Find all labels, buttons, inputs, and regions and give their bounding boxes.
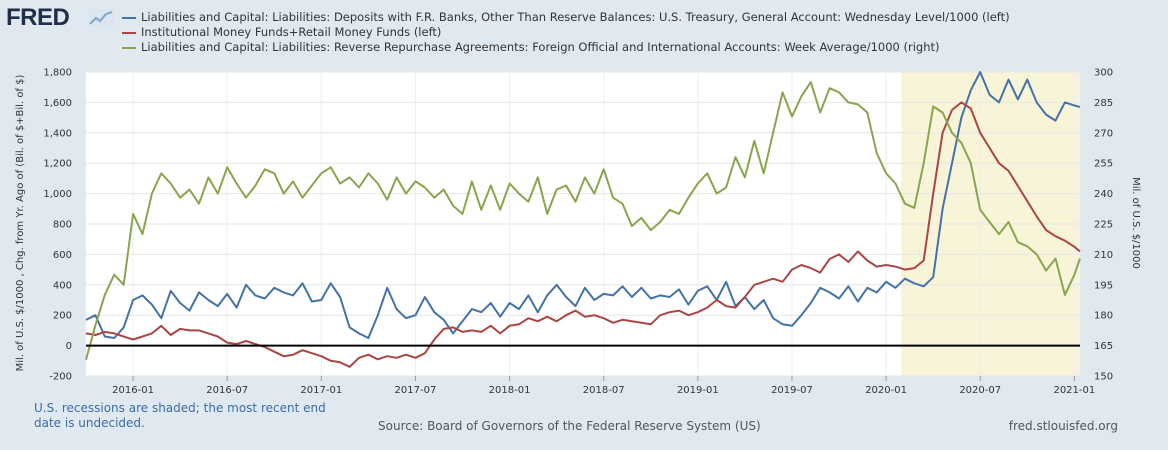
y-left-tick-label: 800 [53, 220, 72, 231]
series-line-1[interactable] [85, 101, 1081, 368]
y-left-tick-label: 400 [53, 280, 72, 291]
y-left-tick-label: 1,400 [43, 128, 72, 139]
legend-label-treasury: Liabilities and Capital: Liabilities: De… [141, 10, 1010, 24]
y-right-tick-label: 255 [1094, 159, 1113, 170]
legend-item-reverse-repo[interactable]: Liabilities and Capital: Liabilities: Re… [122, 40, 1010, 55]
x-tick-label: 2016-01 [112, 385, 154, 396]
series-line-2[interactable] [85, 81, 1081, 361]
x-tick-label: 2017-01 [300, 385, 342, 396]
y-right-tick-label: 285 [1094, 98, 1113, 109]
legend-label-reverse-repo: Liabilities and Capital: Liabilities: Re… [141, 40, 940, 54]
y-left-tick-label: 1,000 [43, 189, 72, 200]
fred-logo-chart-icon [88, 9, 114, 27]
y-right-tick-label: 225 [1094, 220, 1113, 231]
x-tick-label: 2019-01 [677, 385, 719, 396]
site-link[interactable]: fred.stlouisfed.org [1008, 419, 1118, 433]
x-tick-label: 2016-07 [206, 385, 248, 396]
y-right-tick-label: 240 [1094, 189, 1113, 200]
y-left-tick-label: 0 [66, 341, 72, 352]
x-tick-label: 2018-07 [583, 385, 625, 396]
x-tick-label: 2020-01 [865, 385, 907, 396]
y-left-tick-label: -200 [49, 372, 72, 383]
series-line-0[interactable] [85, 71, 1081, 339]
y-left-tick-label: 600 [53, 250, 72, 261]
legend-item-money-funds[interactable]: Institutional Money Funds+Retail Money F… [122, 25, 1010, 40]
y-axis-left-title: Mil. of U.S. $/1000 , Chg. from Yr. Ago … [15, 75, 26, 372]
source-text: Source: Board of Governors of the Federa… [378, 419, 761, 433]
legend-swatch-money-funds [122, 31, 136, 34]
x-tick-label: 2017-07 [395, 385, 437, 396]
y-right-tick-label: 150 [1094, 372, 1113, 383]
x-tick-label: 2018-01 [489, 385, 531, 396]
fred-logo[interactable]: FRED [6, 4, 70, 31]
y-right-tick-label: 195 [1094, 280, 1113, 291]
chart-legend: Liabilities and Capital: Liabilities: De… [122, 10, 1010, 55]
legend-item-treasury[interactable]: Liabilities and Capital: Liabilities: De… [122, 10, 1010, 25]
x-tick-label: 2020-07 [959, 385, 1001, 396]
y-right-tick-label: 180 [1094, 311, 1113, 322]
y-right-tick-label: 300 [1094, 68, 1113, 79]
y-right-tick-label: 210 [1094, 250, 1113, 261]
y-left-tick-label: 1,800 [43, 68, 72, 79]
y-axis-right-title: Mil. of U.S. $/1000 [1130, 177, 1141, 269]
y-right-tick-label: 270 [1094, 128, 1113, 139]
legend-swatch-reverse-repo [122, 46, 136, 49]
x-tick-label: 2021-01 [1053, 385, 1095, 396]
y-right-tick-label: 165 [1094, 341, 1113, 352]
y-left-tick-label: 200 [53, 311, 72, 322]
legend-label-money-funds: Institutional Money Funds+Retail Money F… [141, 25, 442, 39]
recession-note: U.S. recessions are shaded; the most rec… [34, 401, 326, 430]
x-tick-label: 2019-07 [771, 385, 813, 396]
legend-swatch-treasury [122, 16, 136, 19]
y-left-tick-label: 1,200 [43, 159, 72, 170]
y-left-tick-label: 1,600 [43, 98, 72, 109]
